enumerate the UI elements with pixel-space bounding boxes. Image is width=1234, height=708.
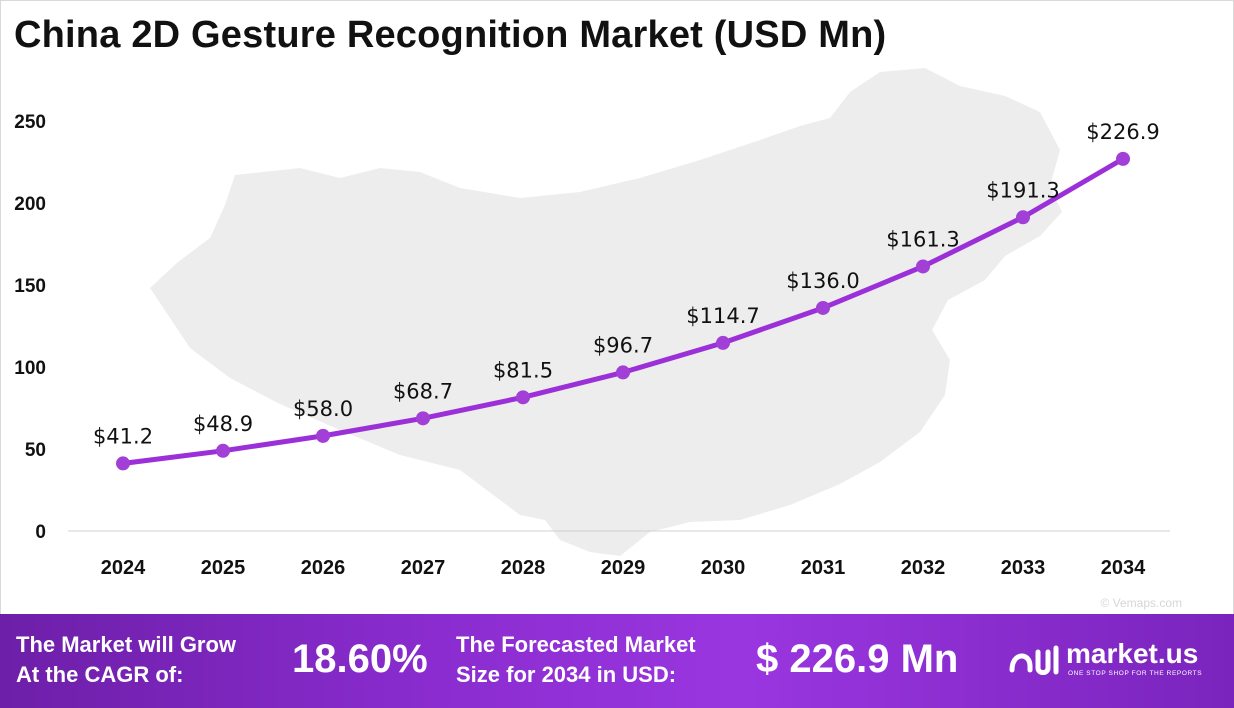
forecast-value: $ 226.9 Mn [756, 637, 959, 681]
y-tick-label: 50 [25, 440, 46, 461]
y-tick-label: 250 [14, 112, 46, 133]
market-us-logo-icon [1009, 645, 1059, 675]
data-point [516, 390, 530, 405]
data-label: $68.7 [393, 379, 453, 403]
data-label: $81.5 [493, 358, 553, 382]
logo-name: market.us [1066, 638, 1199, 669]
x-tick-label: 2027 [401, 557, 446, 579]
data-point [816, 300, 830, 315]
data-label: $114.7 [686, 304, 759, 328]
data-label: $191.3 [986, 178, 1059, 202]
y-tick-label: 150 [14, 276, 46, 297]
data-point [316, 428, 330, 443]
data-point [216, 443, 230, 458]
x-tick-label: 2029 [601, 557, 646, 579]
data-label: $136.0 [786, 269, 859, 293]
y-tick-label: 0 [35, 522, 46, 543]
data-point [116, 456, 130, 471]
data-label: $48.9 [193, 412, 253, 436]
forecast-text-line2: Size for 2034 in USD: [456, 662, 677, 687]
data-label: $58.0 [293, 397, 353, 421]
data-label: $161.3 [886, 227, 959, 251]
data-label: $41.2 [93, 424, 153, 448]
x-tick-label: 2033 [1001, 557, 1046, 579]
data-point [1116, 151, 1130, 166]
chart-title: China 2D Gesture Recognition Market (USD… [14, 14, 887, 56]
x-tick-label: 2025 [201, 557, 246, 579]
x-tick-label: 2028 [501, 557, 546, 579]
x-tick-label: 2032 [901, 557, 946, 579]
cagr-text-line1: The Market will Grow [16, 632, 237, 657]
logo-tagline: ONE STOP SHOP FOR THE REPORTS [1068, 670, 1203, 677]
data-point [1016, 210, 1030, 225]
x-tick-label: 2031 [801, 557, 846, 579]
x-tick-label: 2026 [301, 557, 346, 579]
line-chart: 0 50 100 150 200 250 2024 2025 2026 2027 2028 2029… [14, 68, 1170, 579]
data-point [416, 411, 430, 426]
data-point [716, 335, 730, 350]
y-tick-label: 100 [14, 358, 46, 379]
china-map-background [150, 68, 1062, 556]
footer-banner: The Market will Grow At the CAGR of: 18.… [0, 614, 1234, 708]
x-tick-label: 2034 [1101, 557, 1146, 579]
cagr-value: 18.60% [292, 637, 428, 681]
data-label: $226.9 [1086, 120, 1159, 144]
forecast-text-line1: The Forecasted Market [456, 632, 696, 657]
data-point [916, 259, 930, 274]
cagr-text: The Market will Grow At the CAGR of: [16, 630, 236, 690]
data-point [616, 365, 630, 380]
map-watermark: © Vemaps.com [1100, 596, 1182, 610]
cagr-text-line2: At the CAGR of: [16, 662, 184, 687]
data-label: $96.7 [593, 333, 653, 357]
y-tick-label: 200 [14, 194, 46, 215]
forecast-text: The Forecasted Market Size for 2034 in U… [456, 630, 696, 690]
x-tick-label: 2024 [101, 557, 146, 579]
x-tick-label: 2030 [701, 557, 746, 579]
